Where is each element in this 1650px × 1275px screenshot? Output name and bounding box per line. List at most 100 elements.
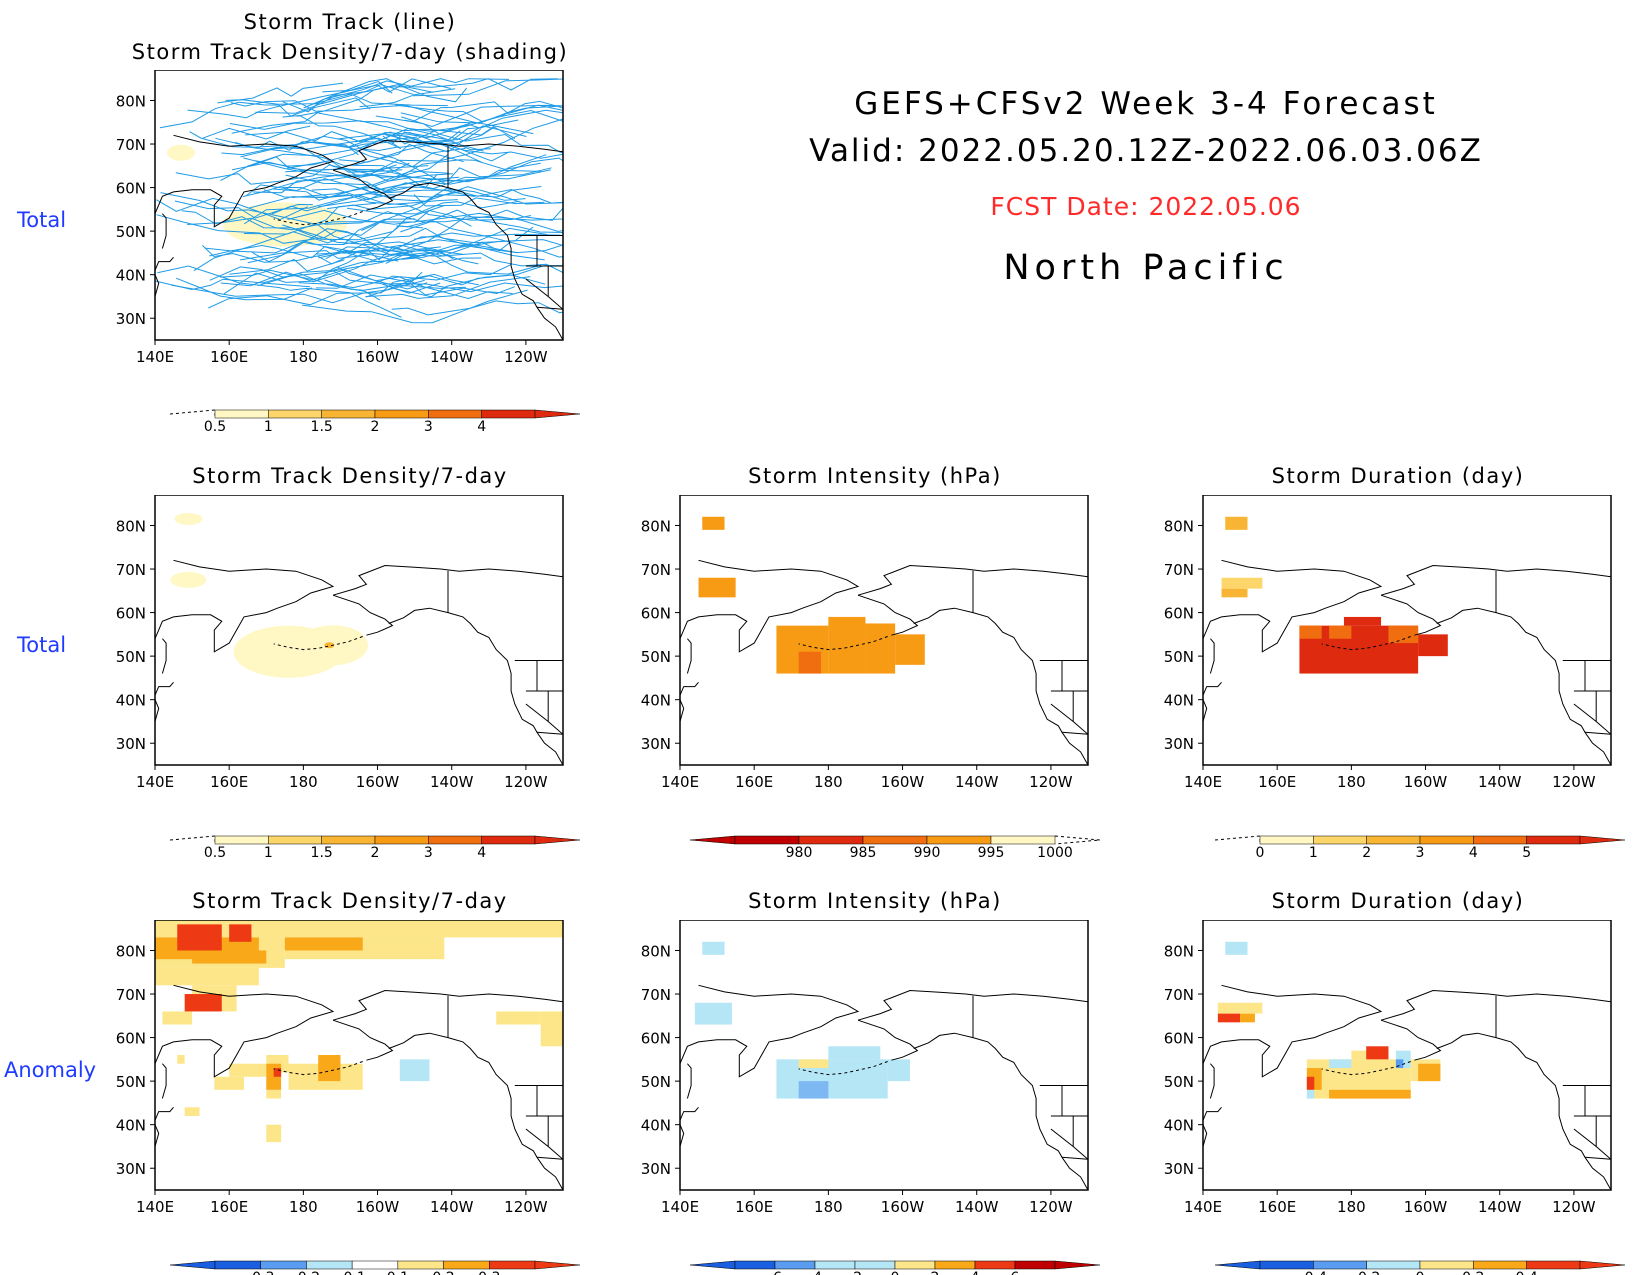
colorbar-label: 3 [424, 419, 433, 435]
lon-label: 120W [1029, 773, 1073, 791]
coastline [680, 1124, 685, 1147]
storm-track [282, 224, 454, 260]
coastline [1380, 989, 1611, 1021]
map-density-anomaly: 80N 70N 60N 50N 40N 30N 140E 160E 180 160W 140W 120… [116, 920, 564, 1216]
colorbar-end [170, 835, 216, 844]
lon-label: 180 [814, 1198, 843, 1216]
colorbar-end [1215, 1260, 1261, 1270]
colorbar-label: 990 [914, 845, 941, 861]
storm-track [404, 119, 563, 154]
valid-period: Valid: 2022.05.20.12Z-2022.06.03.06Z [809, 133, 1483, 169]
lon-label: 140W [430, 348, 474, 366]
coastline [680, 559, 860, 653]
shade-cell [155, 920, 563, 938]
storm-track [287, 160, 403, 173]
border-line [547, 1116, 563, 1161]
border-line [525, 265, 563, 267]
border-line [1573, 1115, 1611, 1117]
border-line [1072, 691, 1088, 736]
border-line [525, 1128, 549, 1147]
lat-label: 50N [116, 1073, 146, 1091]
storm-track [383, 282, 563, 293]
colorbar-end [534, 1260, 581, 1270]
shade-cell [177, 924, 222, 951]
storm-track [257, 272, 381, 301]
colorbar-label: 1 [1309, 845, 1318, 861]
lon-label: 160W [356, 773, 400, 791]
colorbar-duration-total: 0 1 2 3 4 5 [1215, 835, 1626, 861]
storm-track [361, 186, 542, 231]
coastline [1203, 984, 1383, 1078]
coastline [1203, 1106, 1222, 1121]
storm-track [401, 239, 563, 260]
map-frame [679, 920, 1089, 1191]
lon-label: 120W [1029, 1198, 1073, 1216]
coastline [686, 638, 692, 674]
lon-label: 140W [955, 773, 999, 791]
colorbar-end [690, 1260, 736, 1270]
colorbar-swatch [990, 835, 1056, 845]
coastline [155, 256, 174, 271]
lon-label: 160E [735, 1198, 773, 1216]
storm-track [282, 78, 558, 113]
shade-cell [214, 1076, 245, 1090]
lon-label: 160W [1404, 1198, 1448, 1216]
colorbar-swatch [1473, 1260, 1527, 1270]
lon-label: 140E [661, 1198, 699, 1216]
storm-track [245, 109, 563, 143]
shade-cell [155, 967, 259, 986]
row-label-total: Total [17, 633, 67, 657]
shade-cell [1299, 625, 1322, 639]
intensity-title: Storm Intensity (hPa) [748, 464, 1002, 488]
map-frame [1202, 920, 1612, 1191]
shade-cell [1418, 634, 1448, 657]
storm-track [209, 250, 464, 281]
coastline [161, 1063, 167, 1099]
lat-label: 40N [116, 1117, 146, 1135]
colorbar-swatch [428, 409, 482, 419]
storm-track [271, 176, 460, 215]
colorbar-swatch [1526, 1260, 1581, 1270]
coastline-layer [680, 984, 1088, 1190]
shade-cell [798, 1081, 829, 1099]
lon-label: 180 [289, 773, 318, 791]
coastline [332, 169, 394, 211]
storm-track [391, 300, 563, 316]
coastline [388, 182, 563, 340]
shade-cell [1329, 1089, 1411, 1099]
storm-track [400, 220, 563, 258]
coastline [155, 984, 335, 1078]
lat-label: 80N [1164, 942, 1194, 960]
colorbar-label: 0.4 [1516, 1270, 1538, 1275]
colorbar-density-total: 0.5 1 1.5 2 3 4 [170, 835, 581, 861]
shade-cell [1225, 516, 1248, 530]
colorbar-swatch [894, 1260, 936, 1270]
lat-label: 60N [1164, 605, 1194, 623]
border-line [525, 703, 549, 722]
map-intensity-anomaly: 80N 70N 60N 50N 40N 30N 140E 160E 180 160W 140W 120… [641, 920, 1089, 1216]
storm-track [325, 246, 563, 274]
shade-cell [702, 516, 725, 530]
coastline [1203, 699, 1208, 722]
colorbar-swatch [214, 1260, 261, 1270]
lon-label: 180 [289, 1198, 318, 1216]
lat-label: 50N [116, 223, 146, 241]
colorbar-label: 5 [1522, 845, 1531, 861]
colorbar-label: 1 [264, 419, 273, 435]
colorbar-label: 1.5 [311, 845, 333, 861]
lat-label: 60N [116, 1030, 146, 1048]
shade-cell [1221, 588, 1248, 598]
colorbar-label: 4 [971, 1270, 980, 1275]
lon-label: 160W [881, 1198, 925, 1216]
colorbar-swatch [268, 409, 322, 419]
storm-track [215, 137, 359, 156]
coastline [332, 1019, 394, 1061]
storm-track [243, 195, 458, 225]
colorbar-swatch [481, 835, 536, 845]
map-layer [1221, 516, 1448, 674]
storm-track [202, 245, 479, 265]
colorbar-label: 4 [477, 845, 486, 861]
lon-label: 140E [136, 348, 174, 366]
coastline [1436, 607, 1611, 765]
map-frame [1202, 495, 1612, 766]
